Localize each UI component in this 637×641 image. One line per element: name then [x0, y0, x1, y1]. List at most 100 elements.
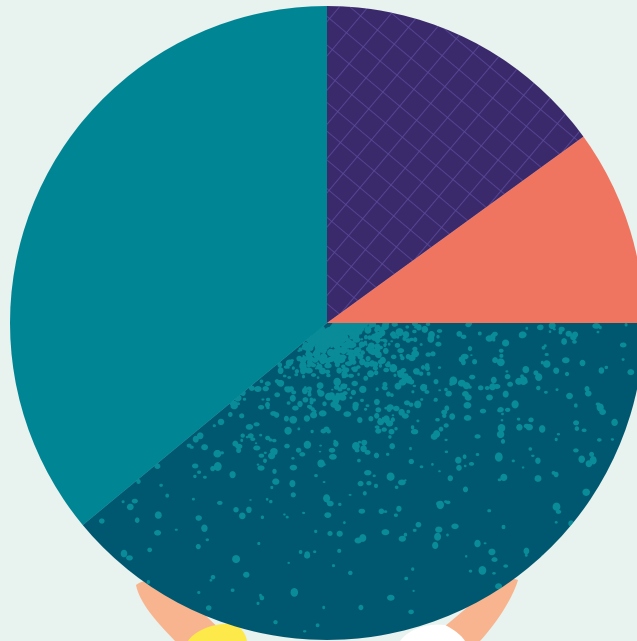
speckle-dot: [491, 557, 498, 562]
speckle-dot: [609, 466, 616, 474]
speckle-dot: [544, 390, 548, 394]
speckle-dot: [154, 530, 162, 536]
speckle-dot: [327, 339, 333, 344]
speckle-dot: [323, 328, 330, 336]
speckle-dot: [303, 630, 307, 633]
speckle-dot: [610, 438, 615, 441]
speckle-dot: [394, 342, 401, 348]
speckle-dot: [492, 357, 498, 364]
speckle-dot: [322, 481, 326, 483]
speckle-dot: [383, 347, 389, 354]
speckle-dot: [500, 419, 504, 422]
speckle-dot: [277, 380, 284, 387]
speckle-dot: [436, 501, 443, 507]
speckle-dot: [504, 374, 511, 380]
speckle-dot: [374, 398, 380, 406]
speckle-dot: [290, 492, 296, 498]
speckle-dot: [599, 409, 606, 415]
speckle-dot: [290, 588, 299, 597]
speckle-dot: [412, 329, 417, 334]
speckle-dot: [416, 324, 422, 331]
speckle-dot: [348, 493, 352, 496]
speckle-dot: [339, 331, 346, 338]
speckle-dot: [585, 390, 592, 397]
speckle-dot: [523, 547, 530, 555]
speckle-dot: [304, 551, 311, 558]
speckle-dot: [249, 499, 252, 501]
speckle-dot: [407, 379, 411, 383]
speckle-dot: [619, 342, 627, 348]
speckle-dot: [147, 547, 153, 553]
speckle-dot: [441, 409, 448, 415]
speckle-dot: [408, 402, 414, 407]
left-hand-icon: [136, 580, 230, 641]
speckle-dot: [611, 418, 618, 426]
speckle-dot: [373, 452, 380, 459]
speckle-dot: [426, 371, 431, 376]
speckle-dot: [421, 325, 429, 333]
speckle-dot: [265, 435, 271, 441]
speckle-dot: [456, 464, 462, 471]
speckle-dot: [192, 463, 199, 469]
speckle-dot: [414, 325, 418, 329]
speckle-dot: [401, 379, 405, 383]
speckle-dot: [398, 535, 406, 542]
speckle-dot: [360, 338, 364, 341]
speckle-dot: [273, 620, 278, 625]
speckle-dot: [305, 351, 310, 357]
speckle-dot: [154, 463, 161, 470]
speckle-dot: [335, 392, 340, 398]
speckle-dot: [386, 452, 390, 456]
speckle-dot: [528, 447, 533, 451]
speckle-dot: [419, 465, 424, 469]
speckle-dot: [409, 446, 412, 451]
speckle-dot: [285, 359, 294, 366]
speckle-dot: [581, 428, 587, 433]
speckle-dot: [516, 417, 521, 421]
speckle-dot: [359, 534, 367, 542]
speckle-dot: [331, 336, 337, 341]
speckle-dot: [558, 330, 563, 335]
speckle-dot: [302, 374, 305, 379]
speckle-dot: [285, 515, 289, 519]
speckle-dot: [358, 341, 366, 348]
speckle-dot: [310, 411, 318, 419]
speckle-dot: [488, 548, 496, 556]
speckle-dot: [543, 344, 547, 348]
speckle-dot: [483, 542, 487, 545]
speckle-dot: [228, 412, 233, 417]
speckle-dot: [297, 427, 301, 431]
speckle-dot: [205, 538, 209, 542]
speckle-dot: [544, 353, 549, 356]
speckle-dot: [303, 440, 312, 449]
speckle-dot: [385, 420, 394, 427]
speckle-dot: [364, 326, 372, 334]
speckle-dot: [490, 333, 496, 340]
speckle-dot: [369, 324, 374, 328]
speckle-dot: [497, 478, 502, 482]
speckle-dot: [310, 429, 314, 434]
speckle-dot: [486, 394, 493, 401]
speckle-dot: [220, 451, 224, 455]
speckle-dot: [460, 353, 469, 360]
speckle-dot: [573, 420, 580, 426]
speckle-dot: [367, 335, 372, 340]
speckle-dot: [284, 426, 292, 435]
speckle-dot: [494, 452, 503, 462]
speckle-dot: [540, 360, 544, 365]
speckle-dot: [386, 361, 391, 365]
speckle-dot: [324, 512, 332, 518]
speckle-dot: [445, 500, 451, 505]
speckle-dot: [154, 511, 162, 519]
speckle-dot: [412, 589, 415, 593]
speckle-dot: [432, 541, 439, 550]
speckle-dot: [257, 541, 261, 546]
speckle-dot: [435, 418, 440, 422]
speckle-dot: [368, 349, 374, 354]
speckle-dot: [351, 359, 357, 365]
speckle-dot: [330, 345, 333, 349]
speckle-dot: [462, 391, 469, 397]
speckle-dot: [333, 439, 337, 443]
speckle-dot: [330, 395, 338, 401]
speckle-dot: [414, 400, 422, 409]
